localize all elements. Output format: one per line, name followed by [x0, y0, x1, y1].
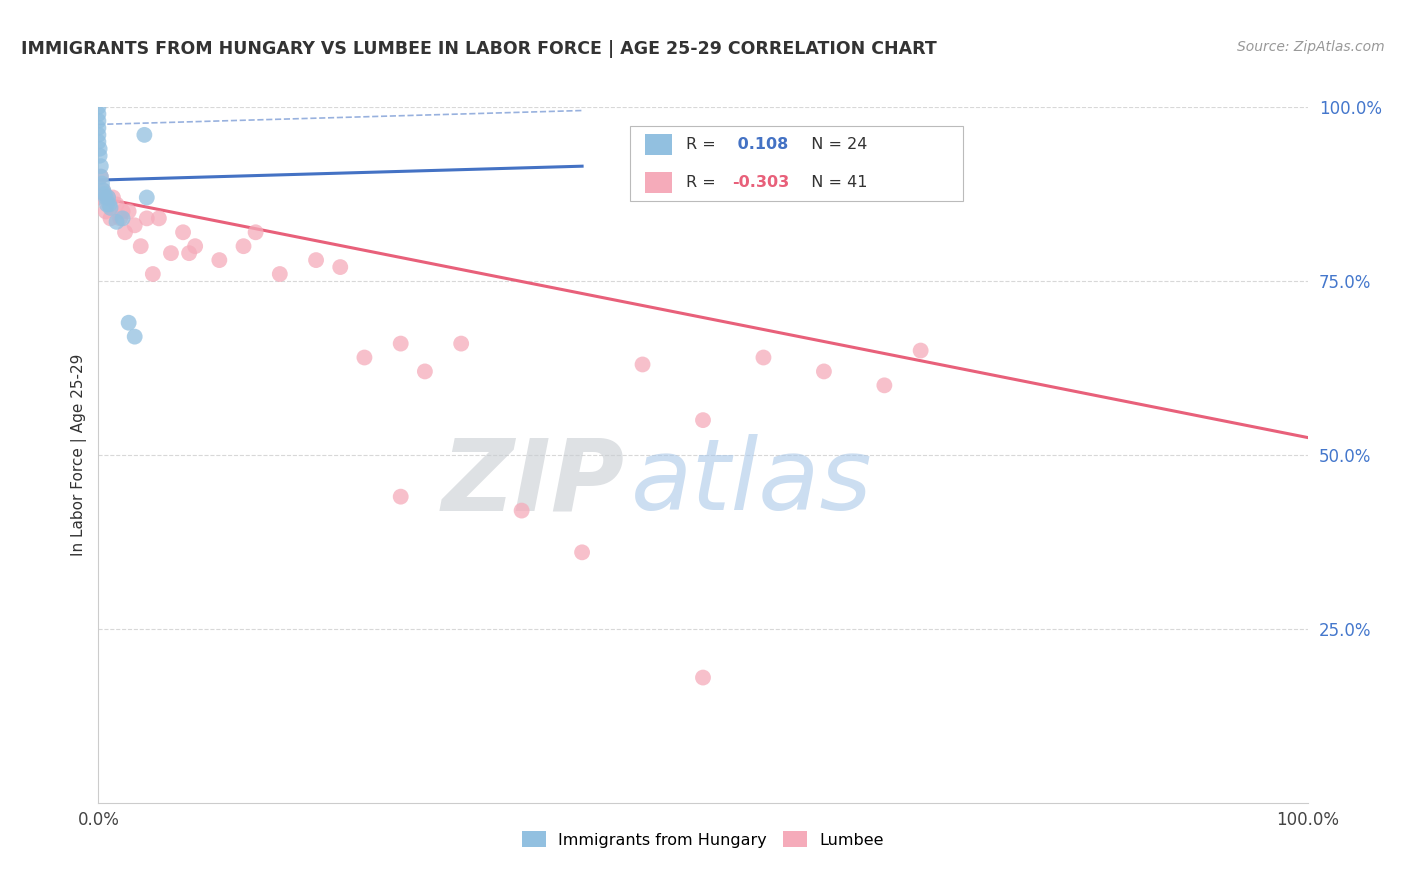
Point	[353, 351, 375, 365]
Text: 0.108: 0.108	[733, 137, 789, 153]
Point	[148, 211, 170, 226]
Point	[89, 142, 111, 156]
Point	[118, 316, 141, 330]
Point	[305, 253, 328, 268]
Point	[135, 211, 157, 226]
FancyBboxPatch shape	[630, 126, 963, 201]
Point	[813, 364, 835, 378]
Point	[111, 211, 134, 226]
Point	[105, 215, 128, 229]
Point	[111, 204, 134, 219]
Point	[232, 239, 254, 253]
Point	[87, 135, 110, 149]
Point	[89, 149, 111, 163]
Point	[105, 197, 128, 211]
Point	[134, 128, 156, 142]
Y-axis label: In Labor Force | Age 25-29: In Labor Force | Age 25-29	[72, 354, 87, 556]
Point	[87, 100, 110, 114]
Point	[389, 490, 412, 504]
Text: N = 24: N = 24	[801, 137, 868, 153]
Text: R =: R =	[686, 175, 721, 190]
Point	[91, 177, 114, 191]
Point	[269, 267, 291, 281]
Point	[100, 201, 122, 215]
Point	[114, 225, 136, 239]
Text: Source: ZipAtlas.com: Source: ZipAtlas.com	[1237, 40, 1385, 54]
Point	[100, 211, 122, 226]
Point	[97, 190, 120, 204]
Point	[94, 190, 117, 204]
Point	[97, 190, 120, 204]
Point	[87, 107, 110, 121]
Point	[87, 128, 110, 142]
Point	[413, 364, 436, 378]
Point	[90, 169, 112, 184]
Point	[179, 246, 201, 260]
Text: ZIP: ZIP	[441, 434, 624, 532]
Point	[90, 159, 112, 173]
Point	[752, 351, 775, 365]
Point	[87, 120, 110, 135]
Point	[910, 343, 932, 358]
Point	[450, 336, 472, 351]
Text: N = 41: N = 41	[801, 175, 868, 190]
Point	[98, 197, 121, 211]
Point	[91, 184, 114, 198]
Text: IMMIGRANTS FROM HUNGARY VS LUMBEE IN LABOR FORCE | AGE 25-29 CORRELATION CHART: IMMIGRANTS FROM HUNGARY VS LUMBEE IN LAB…	[21, 40, 936, 58]
Point	[129, 239, 152, 253]
Point	[96, 197, 118, 211]
Point	[172, 225, 194, 239]
Point	[87, 114, 110, 128]
Point	[571, 545, 593, 559]
Point	[108, 211, 131, 226]
Point	[142, 267, 165, 281]
Bar	[645, 172, 672, 193]
Point	[94, 204, 117, 219]
Point	[184, 239, 207, 253]
Point	[208, 253, 231, 268]
Point	[510, 503, 533, 517]
Point	[245, 225, 267, 239]
Point	[692, 413, 714, 427]
Point	[101, 190, 124, 204]
Point	[118, 204, 141, 219]
Point	[124, 219, 146, 233]
Point	[631, 358, 654, 372]
Point	[873, 378, 896, 392]
Text: -0.303: -0.303	[733, 175, 789, 190]
Point	[91, 184, 114, 198]
Legend: Immigrants from Hungary, Lumbee: Immigrants from Hungary, Lumbee	[515, 824, 891, 854]
Point	[93, 187, 115, 202]
Text: atlas: atlas	[630, 434, 872, 532]
Bar	[645, 134, 672, 155]
Point	[90, 169, 112, 184]
Text: R =: R =	[686, 137, 721, 153]
Point	[692, 671, 714, 685]
Point	[87, 190, 110, 204]
Point	[160, 246, 183, 260]
Point	[389, 336, 412, 351]
Point	[329, 260, 352, 274]
Point	[135, 190, 157, 204]
Point	[124, 329, 146, 343]
